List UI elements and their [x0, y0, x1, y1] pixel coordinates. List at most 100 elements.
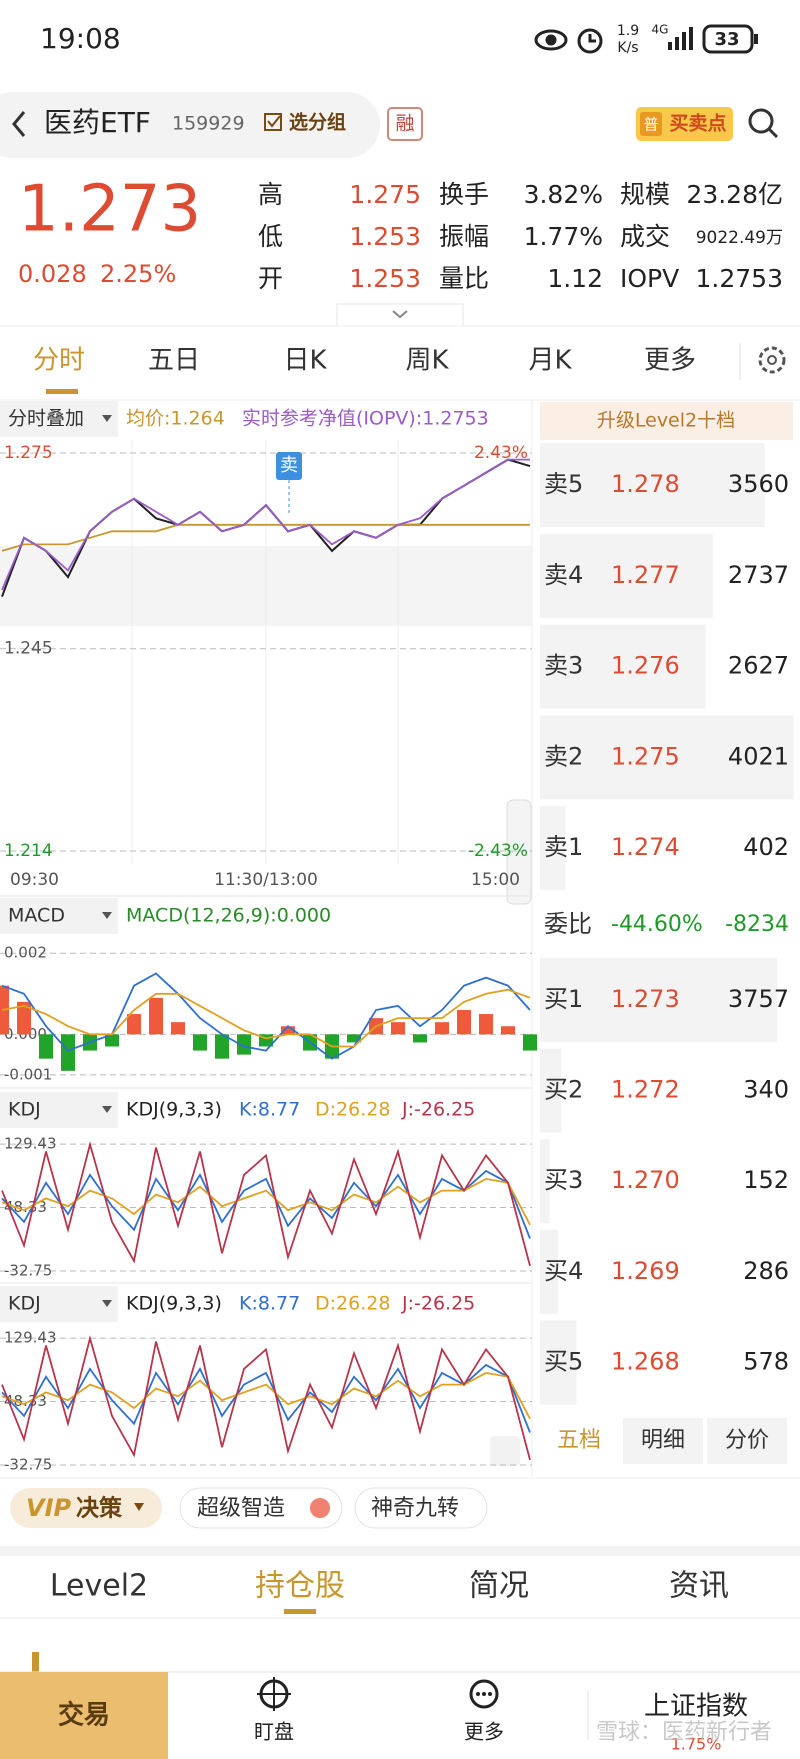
book-volume: 3757 — [728, 985, 789, 1013]
y-tick-label: 1.245 — [4, 639, 53, 659]
book-price: 1.272 — [611, 1076, 680, 1104]
section-tab[interactable]: 持仓股 — [255, 1569, 345, 1604]
histogram-bar — [17, 1001, 31, 1035]
watermark: 雪球：医药新行者 — [596, 1720, 772, 1745]
tool-chip-label[interactable]: 超级智造 — [197, 1496, 285, 1521]
net-speed-unit: K/s — [617, 40, 638, 56]
indicator-button[interactable] — [0, 898, 118, 934]
period-tab[interactable]: 周K — [405, 346, 449, 376]
net-speed: 1.9 — [617, 23, 639, 39]
book-price: 1.269 — [611, 1257, 680, 1285]
y-tick-label: -32.75 — [4, 1455, 52, 1473]
histogram-bar — [391, 1022, 405, 1035]
nav-item[interactable]: 更多 — [464, 1720, 504, 1744]
indicator-button[interactable] — [0, 1286, 118, 1322]
period-tab[interactable]: 日K — [283, 346, 327, 376]
indicator-title: KDJ(9,3,3) — [126, 1099, 222, 1121]
overlay-button[interactable] — [0, 401, 118, 437]
indicator-button[interactable] — [0, 1092, 118, 1128]
volume-bar — [540, 624, 706, 709]
volume-bar — [540, 958, 778, 1042]
search-icon[interactable] — [748, 108, 774, 134]
book-volume: 578 — [743, 1347, 789, 1375]
book-tab-box[interactable] — [623, 1418, 703, 1464]
book-label: 买1 — [544, 985, 583, 1013]
stat-value: 1.275 — [349, 180, 421, 209]
nav-item[interactable]: 交易 — [58, 1700, 110, 1731]
level2-banner-label[interactable]: 升级Level2十档 — [597, 410, 735, 432]
stat-value: 9022.49万 — [696, 228, 783, 248]
histogram-bar — [127, 1014, 141, 1035]
book-price: 1.270 — [611, 1166, 680, 1194]
gap-band — [0, 1546, 800, 1556]
histogram-bar — [457, 1010, 471, 1035]
section-tab[interactable]: 简况 — [469, 1569, 529, 1604]
x-tick-label: 09:30 — [10, 870, 59, 890]
stat-value: 23.28亿 — [686, 180, 783, 209]
stat-value: 1.2753 — [696, 264, 783, 293]
book-price: 1.276 — [611, 652, 680, 680]
vip-text[interactable]: 决策 — [76, 1495, 123, 1522]
tool-chip[interactable] — [354, 1487, 488, 1529]
indicator-button-label: KDJ — [8, 1293, 41, 1315]
settings-icon[interactable] — [758, 346, 786, 374]
book-volume: 3560 — [728, 470, 789, 498]
histogram-bar — [501, 1026, 515, 1035]
nav-item[interactable]: 盯盘 — [254, 1720, 294, 1744]
book-label: 买2 — [544, 1076, 583, 1104]
book-tab[interactable]: 五档 — [557, 1428, 601, 1453]
volume-bar — [540, 1139, 550, 1224]
book-tab[interactable]: 明细 — [641, 1428, 685, 1453]
histogram-bar — [61, 1034, 75, 1071]
book-tab[interactable]: 分价 — [725, 1428, 769, 1453]
series-line — [1, 988, 531, 1048]
period-tab[interactable]: 分时 — [33, 346, 85, 376]
stat-label: 开 — [258, 264, 283, 293]
ratio-diff: -8234 — [725, 912, 789, 937]
period-tab[interactable]: 月K — [528, 346, 572, 376]
ratio-label: 委比 — [544, 910, 592, 938]
book-label: 买4 — [544, 1257, 583, 1285]
period-tab[interactable]: 五日 — [148, 346, 200, 376]
legend-entry: J:-26.25 — [401, 1099, 475, 1121]
level2-banner[interactable] — [540, 402, 793, 440]
histogram-bar — [413, 1034, 427, 1043]
index-name[interactable]: 上证指数 — [644, 1692, 748, 1722]
signal-button[interactable]: 买卖点 — [669, 113, 726, 135]
book-label: 卖2 — [544, 742, 583, 770]
battery: 33 — [714, 29, 739, 50]
book-label: 卖5 — [544, 470, 583, 498]
indicator-title: KDJ(9,3,3) — [126, 1293, 222, 1315]
book-tab-box[interactable] — [707, 1418, 787, 1464]
period-tab[interactable]: 更多 — [644, 346, 696, 376]
status-icons — [534, 24, 758, 54]
scroll-handle[interactable] — [506, 799, 532, 905]
section-tab[interactable]: 资讯 — [669, 1569, 729, 1604]
legend-entry: D:26.28 — [315, 1099, 390, 1121]
vip-chip[interactable] — [10, 1488, 162, 1528]
back-button[interactable] — [12, 111, 26, 137]
tool-chip[interactable] — [179, 1487, 343, 1529]
y-tick-label: 129.43 — [4, 1329, 57, 1347]
annotation-box — [276, 452, 302, 480]
histogram-bar — [347, 1034, 361, 1043]
more-icon[interactable] — [469, 1679, 499, 1709]
trade-button[interactable] — [0, 1672, 168, 1759]
fullscreen-button[interactable] — [490, 1436, 520, 1466]
book-price: 1.268 — [611, 1347, 680, 1375]
legend-entry: J:-26.25 — [401, 1293, 475, 1315]
vip-label[interactable]: VIP — [26, 1494, 72, 1522]
book-volume: 2737 — [728, 561, 789, 589]
signal-bars — [668, 27, 693, 50]
price-change-pct: 2.25% — [100, 260, 176, 288]
group-button[interactable]: 选分组 — [289, 111, 346, 134]
y-tick-label: -0.001 — [4, 1065, 52, 1083]
book-label: 卖1 — [544, 833, 583, 861]
section-tab[interactable]: Level2 — [50, 1569, 148, 1604]
book-price: 1.273 — [611, 985, 680, 1013]
stat-label: 规模 — [620, 180, 670, 209]
tool-chip-label[interactable]: 神奇九转 — [371, 1496, 459, 1521]
expand-tab[interactable] — [336, 303, 464, 327]
